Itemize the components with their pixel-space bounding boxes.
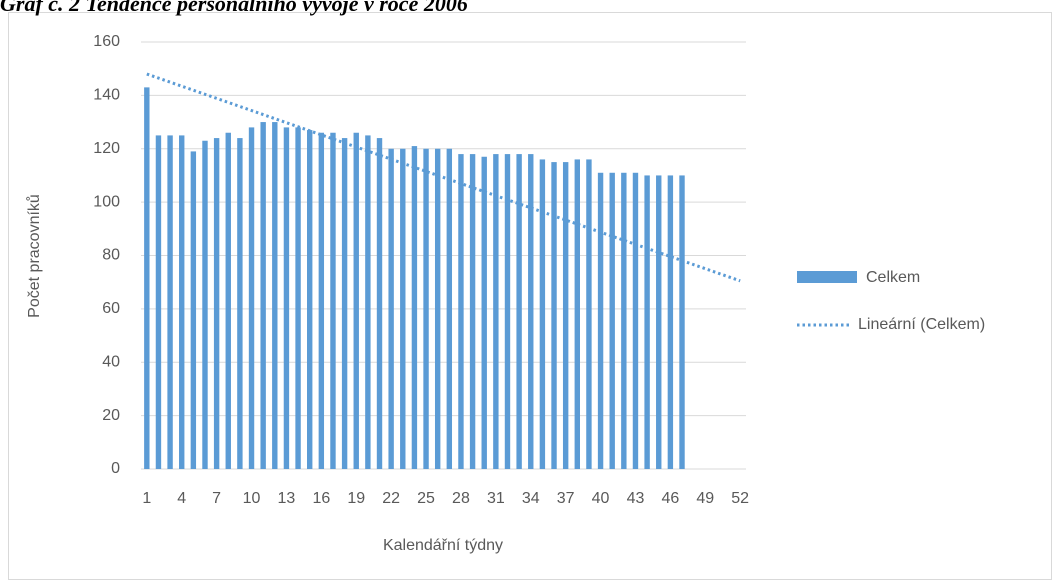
bar xyxy=(144,87,150,470)
bar xyxy=(586,159,592,470)
bar xyxy=(190,151,197,469)
bar xyxy=(353,132,359,470)
x-tick-label: 43 xyxy=(627,490,645,507)
bar xyxy=(621,172,627,470)
bar xyxy=(656,175,662,469)
bar xyxy=(574,159,580,470)
legend-swatch xyxy=(797,271,857,283)
bar xyxy=(318,132,325,470)
bar xyxy=(679,175,685,469)
x-tick-label: 22 xyxy=(382,490,400,507)
bar xyxy=(260,122,266,469)
bar xyxy=(551,162,557,469)
bar xyxy=(446,148,453,469)
bar xyxy=(155,135,162,469)
x-axis-label: Kalendářní týdny xyxy=(383,537,503,554)
x-tick-label: 37 xyxy=(557,490,575,507)
bar xyxy=(365,135,371,469)
trendline xyxy=(146,72,741,283)
bar xyxy=(272,122,278,469)
x-tick-label: 34 xyxy=(522,490,540,507)
bar xyxy=(528,154,534,469)
bar xyxy=(458,154,464,469)
y-tick-label: 120 xyxy=(93,140,120,157)
bar xyxy=(597,172,604,470)
bar xyxy=(434,148,441,469)
x-tick-label: 4 xyxy=(177,490,186,507)
x-tick-label: 52 xyxy=(731,490,749,507)
x-tick-label: 40 xyxy=(592,490,610,507)
x-tick-label: 25 xyxy=(417,490,435,507)
bar xyxy=(330,132,336,470)
bar xyxy=(423,148,429,469)
bar xyxy=(388,148,394,469)
y-axis-label: Počet pracovníků xyxy=(25,194,43,318)
x-tick-label: 19 xyxy=(347,490,365,507)
bar xyxy=(213,138,220,469)
y-tick-label: 80 xyxy=(102,247,120,264)
bar xyxy=(400,148,406,469)
x-tick-label: 1 xyxy=(142,490,151,507)
bar xyxy=(307,130,313,469)
x-tick-label: 16 xyxy=(312,490,330,507)
legend-label: Lineární (Celkem) xyxy=(858,316,985,333)
y-tick-label: 0 xyxy=(111,460,120,477)
y-tick-label: 20 xyxy=(102,407,120,424)
legend-label: Celkem xyxy=(866,269,920,286)
bar xyxy=(562,162,569,469)
y-tick-label: 60 xyxy=(102,300,120,317)
bar xyxy=(411,146,418,470)
bar xyxy=(632,172,639,470)
x-tick-label: 28 xyxy=(452,490,470,507)
bar xyxy=(516,154,522,469)
bar xyxy=(644,175,650,469)
bar xyxy=(248,127,255,470)
y-tick-label: 140 xyxy=(93,87,120,104)
x-tick-label: 46 xyxy=(661,490,679,507)
bar xyxy=(481,156,487,469)
y-tick-label: 100 xyxy=(93,193,120,210)
bar xyxy=(504,154,511,469)
bar xyxy=(376,138,383,469)
x-tick-label: 49 xyxy=(696,490,714,507)
bar xyxy=(539,159,546,470)
y-tick-label: 40 xyxy=(102,353,120,370)
bar xyxy=(202,140,208,469)
bar xyxy=(469,154,476,469)
bar xyxy=(609,172,615,470)
bar xyxy=(283,127,290,470)
x-tick-label: 7 xyxy=(212,490,221,507)
x-tick-label: 31 xyxy=(487,490,505,507)
x-tick-label: 13 xyxy=(278,490,296,507)
y-tick-label: 160 xyxy=(93,33,120,50)
bar xyxy=(225,132,231,470)
bar xyxy=(667,175,674,469)
bar xyxy=(167,135,173,469)
chart-title: Graf č. 2 Tendence personálního vývoje v… xyxy=(0,0,468,16)
bar xyxy=(341,138,348,469)
bar xyxy=(179,135,185,469)
bar xyxy=(237,138,243,469)
x-tick-label: 10 xyxy=(243,490,261,507)
bar xyxy=(295,127,301,470)
bar xyxy=(493,154,499,469)
